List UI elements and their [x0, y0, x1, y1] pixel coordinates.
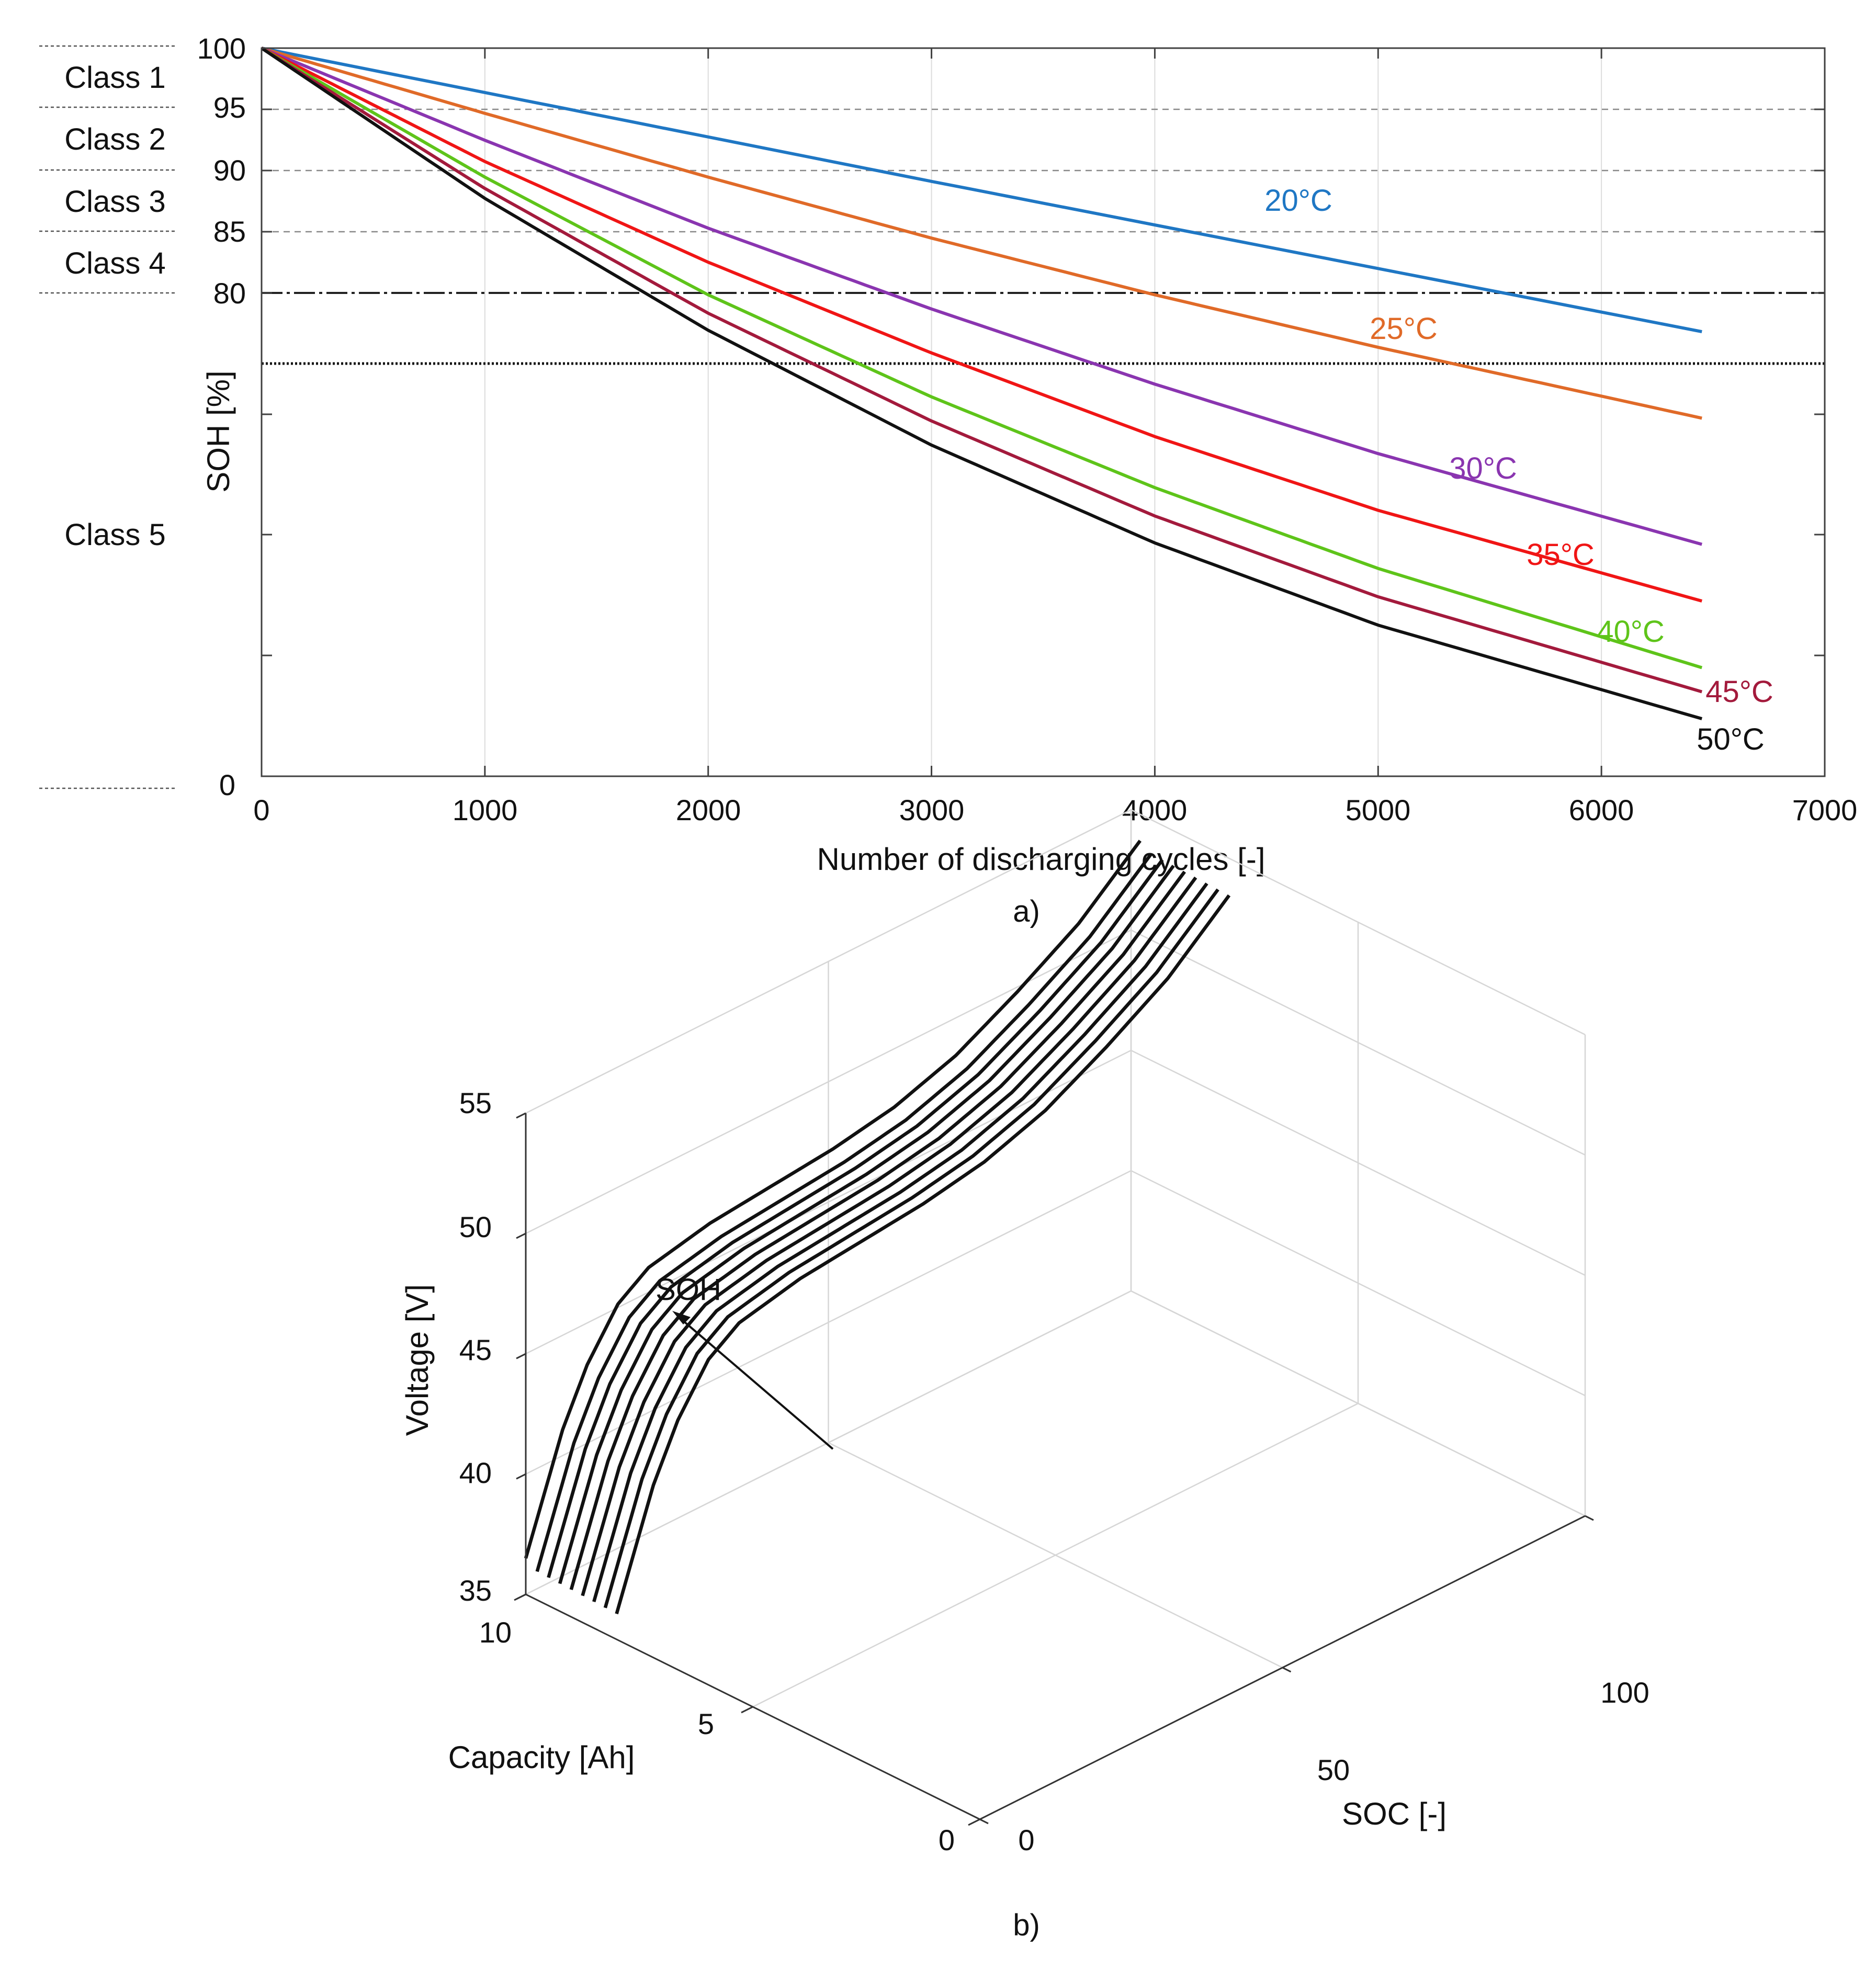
panel-b-voltage-curves [524, 840, 1231, 1615]
x-tick-label: 3000 [899, 794, 965, 826]
series-line-50c [261, 47, 1703, 720]
capacity-tick-label: 0 [939, 1823, 955, 1856]
soh-arrow-head [672, 1311, 691, 1324]
soh-arrow-shaft [679, 1317, 834, 1450]
soc-tick-labels: 0 50 100 [1018, 1676, 1649, 1856]
x-tick-label: 0 [253, 794, 269, 826]
series-line-40c [261, 47, 1703, 670]
panel-a-x-axis-label: Number of discharging cycles [-] [817, 842, 1265, 877]
panel-b-caption: b) [1013, 1908, 1040, 1942]
grid-line [525, 1290, 1586, 1595]
class-5-label: Class 5 [64, 518, 165, 552]
voltage-tick-label: 35 [459, 1574, 492, 1607]
class-1-label: Class 1 [64, 61, 165, 95]
y-tick-label: 85 [213, 215, 246, 248]
x-tick-label: 5000 [1346, 794, 1411, 826]
series-label-50c: 50°C [1697, 722, 1765, 756]
series-label-35c: 35°C [1527, 538, 1595, 572]
soc-tick [1282, 1667, 1292, 1673]
y-tick-label: 100 [197, 32, 246, 65]
capacity-tick [514, 1593, 526, 1601]
voltage-curve [592, 882, 1208, 1602]
voltage-curve [603, 888, 1219, 1608]
series-line-25c [261, 47, 1702, 420]
panel-b-voltage-label: Voltage [V] [400, 1284, 435, 1436]
soc-tick [979, 1818, 989, 1825]
voltage-curve [615, 894, 1231, 1615]
class-2-label: Class 2 [64, 122, 165, 156]
voltage-tick [516, 1353, 526, 1360]
y-tick-label: 0 [219, 768, 235, 801]
voltage-curve [558, 865, 1175, 1584]
class-labels: Class 1 Class 2 Class 3 Class 4 Class 5 [64, 61, 165, 552]
panel-a-caption: a) [1013, 894, 1040, 928]
class-separators [39, 45, 175, 789]
panel-a-grid [484, 48, 1602, 776]
soc-tick [1585, 1515, 1594, 1521]
panel-a-plot-frame [261, 47, 1826, 777]
panel-b-capacity-label: Capacity [Ah] [448, 1740, 635, 1775]
y-tick-label: 90 [213, 154, 246, 187]
series-label-30c: 30°C [1449, 451, 1517, 485]
panel-a-ticks [262, 47, 1825, 776]
class-4-label: Class 4 [64, 246, 165, 280]
x-tick-label: 2000 [676, 794, 741, 826]
capacity-tick-labels: 10 5 0 [479, 1616, 955, 1856]
panel-b-chart: 55 50 45 40 35 10 5 0 0 50 100 SOH Volta… [400, 809, 1649, 1942]
series-label-45c: 45°C [1705, 675, 1773, 709]
voltage-tick-label: 50 [459, 1210, 492, 1243]
panel-a-x-tick-labels: 0 1000 2000 3000 4000 5000 6000 7000 [253, 794, 1857, 826]
panel-b-soc-label: SOC [-] [1342, 1796, 1446, 1831]
voltage-tick-label: 40 [459, 1456, 492, 1489]
voltage-curve [569, 870, 1186, 1590]
panel-b-3d-grid [525, 809, 1586, 1820]
panel-a-chart: 0 1000 2000 3000 4000 5000 6000 7000 100… [39, 32, 1857, 928]
panel-b-ticks [514, 1112, 1594, 1826]
y-tick-label: 80 [213, 277, 246, 310]
soc-tick-label: 50 [1317, 1753, 1350, 1786]
series-line-30c [261, 47, 1703, 546]
voltage-curve [524, 840, 1142, 1559]
capacity-tick [968, 1818, 980, 1826]
grid-line [525, 1290, 1132, 1595]
soh-annotation: SOH [656, 1273, 721, 1307]
capacity-tick [741, 1706, 753, 1714]
panel-b-axes [525, 1113, 1586, 1820]
panel-a-series [261, 47, 1703, 720]
x-tick-label: 1000 [453, 794, 518, 826]
series-labels: 20°C 25°C 30°C 35°C 40°C 45°C 50°C [1264, 184, 1773, 756]
panel-a-y-axis-label: SOH [%] [201, 370, 236, 492]
voltage-tick-labels: 55 50 45 40 35 [459, 1086, 492, 1607]
capacity-tick-label: 10 [479, 1616, 512, 1649]
voltage-tick [516, 1473, 526, 1480]
soc-tick-label: 0 [1018, 1823, 1034, 1856]
series-label-25c: 25°C [1370, 312, 1438, 346]
soc-tick-label: 100 [1600, 1676, 1649, 1709]
series-label-40c: 40°C [1597, 615, 1665, 649]
voltage-tick-label: 55 [459, 1086, 492, 1119]
series-line-45c [261, 47, 1703, 694]
x-tick-label: 6000 [1569, 794, 1634, 826]
panel-a-y-tick-labels: 100 95 90 85 80 0 [197, 32, 246, 801]
x-tick-label: 7000 [1792, 794, 1858, 826]
soh-arrow [672, 1311, 834, 1450]
capacity-tick-label: 5 [698, 1707, 714, 1740]
class-3-label: Class 3 [64, 185, 165, 219]
grid-line [752, 1402, 1359, 1708]
voltage-tick-label: 45 [459, 1333, 492, 1366]
voltage-curve [547, 858, 1164, 1578]
voltage-curve [581, 876, 1197, 1596]
panel-a-threshold-lines [262, 108, 1825, 365]
voltage-tick [516, 1232, 526, 1239]
voltage-tick [516, 1112, 526, 1119]
series-line-20c [261, 47, 1702, 334]
voltage-curve [535, 853, 1153, 1572]
series-label-20c: 20°C [1264, 184, 1332, 218]
y-tick-label: 95 [213, 91, 246, 124]
series-line-35c [261, 47, 1703, 603]
